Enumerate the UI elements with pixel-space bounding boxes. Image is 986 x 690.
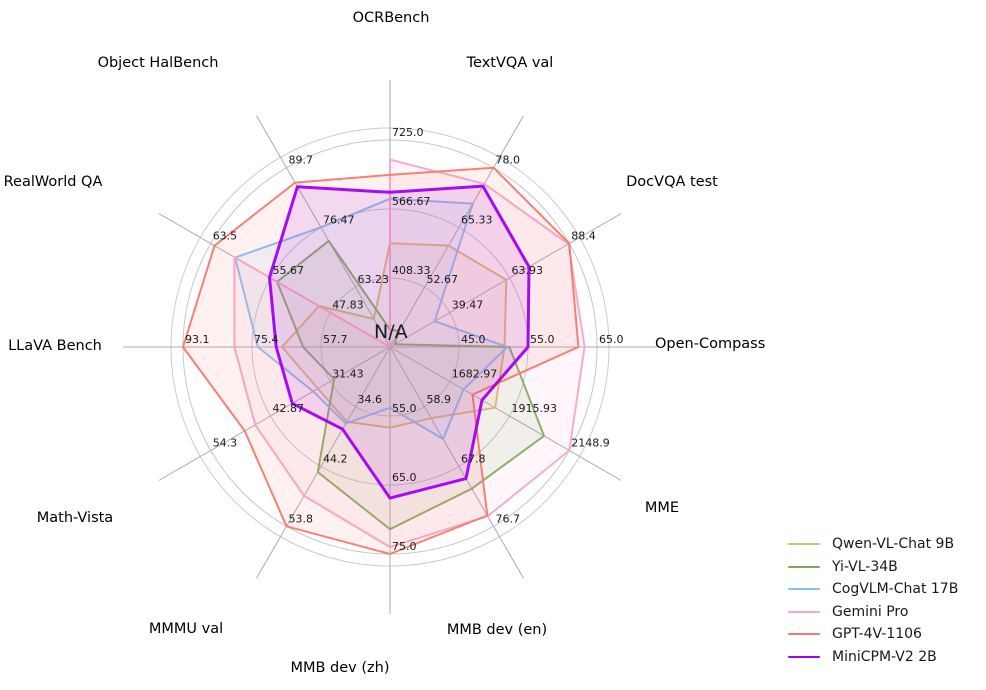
tick-label: 1915.93: [512, 402, 558, 415]
axis-spoke: [389, 346, 524, 579]
axis-title-math-vista: Math-Vista: [37, 510, 113, 526]
legend-item-gemini-pro: Gemini Pro: [788, 601, 958, 624]
tick-label: 53.8: [289, 512, 314, 525]
axis-title-mme: MME: [645, 500, 679, 516]
tick-label: 55.0: [392, 402, 417, 415]
axis-title-textvqa-val: TextVQA val: [466, 55, 554, 71]
tick-label: 55.67: [273, 264, 305, 277]
tick-label: 58.9: [427, 393, 452, 406]
legend-label: Yi-VL-34B: [832, 558, 898, 575]
tick-label: 39.47: [452, 299, 484, 312]
tick-label: 78.0: [496, 154, 521, 167]
tick-label: 34.6: [358, 393, 383, 406]
axis-spoke: [158, 346, 391, 481]
legend-item-cogvlm-chat-17b: CogVLM-Chat 17B: [788, 578, 958, 601]
tick-label: 408.33: [392, 264, 431, 277]
tick-label: 566.67: [392, 195, 431, 208]
tick-label: 31.43: [332, 368, 364, 381]
tick-label: 54.3: [213, 437, 238, 450]
tick-label: 75.0: [392, 540, 417, 553]
tick-label: 65.0: [599, 333, 624, 346]
axis-spoke: [256, 346, 391, 579]
legend-label: Gemini Pro: [832, 603, 909, 620]
axis-title-mmb-dev-zh-: MMB dev (zh): [290, 660, 389, 676]
legend-line-swatch: [788, 543, 820, 546]
axis-title-mmb-dev-en-: MMB dev (en): [447, 622, 547, 638]
tick-label: 63.93: [512, 264, 544, 277]
tick-label: 88.4: [571, 230, 596, 243]
center-na-label: N/A: [374, 321, 408, 343]
axis-title-realworld-qa: RealWorld QA: [4, 174, 103, 190]
legend-line-swatch: [788, 633, 820, 636]
tick-label: 725.0: [392, 126, 424, 139]
tick-label: 2148.9: [571, 437, 610, 450]
tick-label: 76.47: [323, 214, 355, 227]
tick-label: 67.8: [461, 453, 486, 466]
tick-label: 75.4: [254, 333, 279, 346]
legend-label: MiniCPM-V2 2B: [832, 648, 937, 665]
tick-label: 65.33: [461, 214, 493, 227]
legend-line-swatch: [788, 610, 820, 613]
tick-label: 47.83: [332, 299, 364, 312]
tick-label: 1682.97: [452, 368, 498, 381]
legend-item-gpt-4v-1106: GPT-4V-1106: [788, 623, 958, 646]
axis-spoke: [256, 115, 391, 348]
legend-label: Qwen-VL-Chat 9B: [832, 536, 955, 553]
tick-label: 42.87: [273, 402, 305, 415]
tick-label: 52.67: [427, 273, 459, 286]
legend-label: GPT-4V-1106: [832, 626, 922, 643]
tick-label: 65.0: [392, 471, 417, 484]
axis-title-open-compass: Open-Compass: [655, 336, 765, 352]
tick-label: 63.5: [213, 230, 238, 243]
legend-item-qwen-vl-chat-9b: Qwen-VL-Chat 9B: [788, 533, 958, 556]
legend-label: CogVLM-Chat 17B: [832, 581, 959, 598]
axis-title-docvqa-test: DocVQA test: [626, 174, 718, 190]
axis-spoke: [389, 346, 622, 481]
series-polygon-minicpm-v2-2b: [268, 184, 531, 500]
tick-label: 63.23: [358, 273, 390, 286]
tick-label: 76.7: [496, 512, 521, 525]
axis-spoke: [389, 115, 524, 348]
tick-label: 93.1: [185, 333, 210, 346]
tick-label: 44.2: [323, 453, 348, 466]
axis-title-object-halbench: Object HalBench: [98, 55, 219, 71]
tick-label: 57.7: [323, 333, 348, 346]
axis-title-mmmu-val: MMMU val: [149, 621, 223, 637]
legend-item-minicpm-v2-2b: MiniCPM-V2 2B: [788, 646, 958, 669]
legend-line-swatch: [788, 565, 820, 568]
legend-line-swatch: [788, 655, 820, 658]
legend-item-yi-vl-34b: Yi-VL-34B: [788, 556, 958, 579]
axis-title-llava-bench: LLaVA Bench: [8, 338, 102, 354]
chart-legend: Qwen-VL-Chat 9B Yi-VL-34B CogVLM-Chat 17B G…: [788, 533, 958, 668]
tick-label: 45.0: [461, 333, 486, 346]
tick-label: 89.7: [289, 154, 314, 167]
legend-line-swatch: [788, 588, 820, 591]
axis-title-ocrbench: OCRBench: [353, 10, 430, 26]
tick-label: 55.0: [530, 333, 555, 346]
series-polygon-gpt-4v-1106: [182, 166, 580, 555]
